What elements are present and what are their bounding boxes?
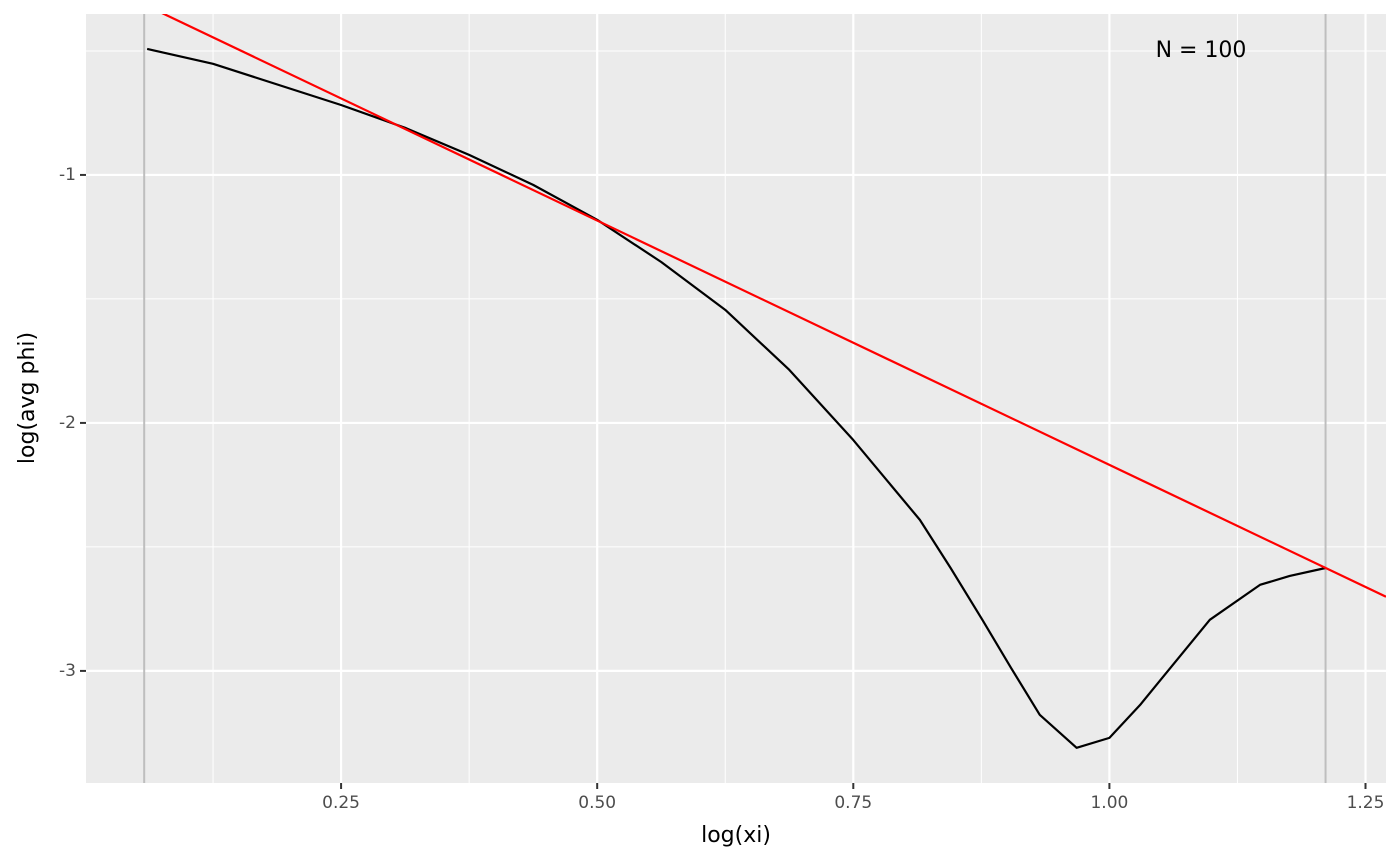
x-tick-label: 0.50 — [578, 793, 616, 813]
x-tick-label: 0.75 — [834, 793, 872, 813]
y-tick-label: -1 — [59, 165, 76, 185]
x-axis-title: log(xi) — [701, 823, 771, 848]
line — [146, 47, 1326, 749]
x-tick-label: 1.00 — [1090, 793, 1128, 813]
y-tick-label: -2 — [59, 413, 76, 433]
annotation: N = 100 — [1156, 38, 1247, 63]
line — [161, 14, 1386, 598]
y-axis-title: log(avg phi) — [15, 332, 40, 464]
y-tick-label: -3 — [59, 661, 76, 681]
x-tick-label: 0.25 — [322, 793, 360, 813]
grid — [86, 14, 1386, 783]
panel — [86, 14, 1386, 783]
x-tick-label: 1.25 — [1347, 793, 1385, 813]
plot-area — [143, 14, 1386, 783]
